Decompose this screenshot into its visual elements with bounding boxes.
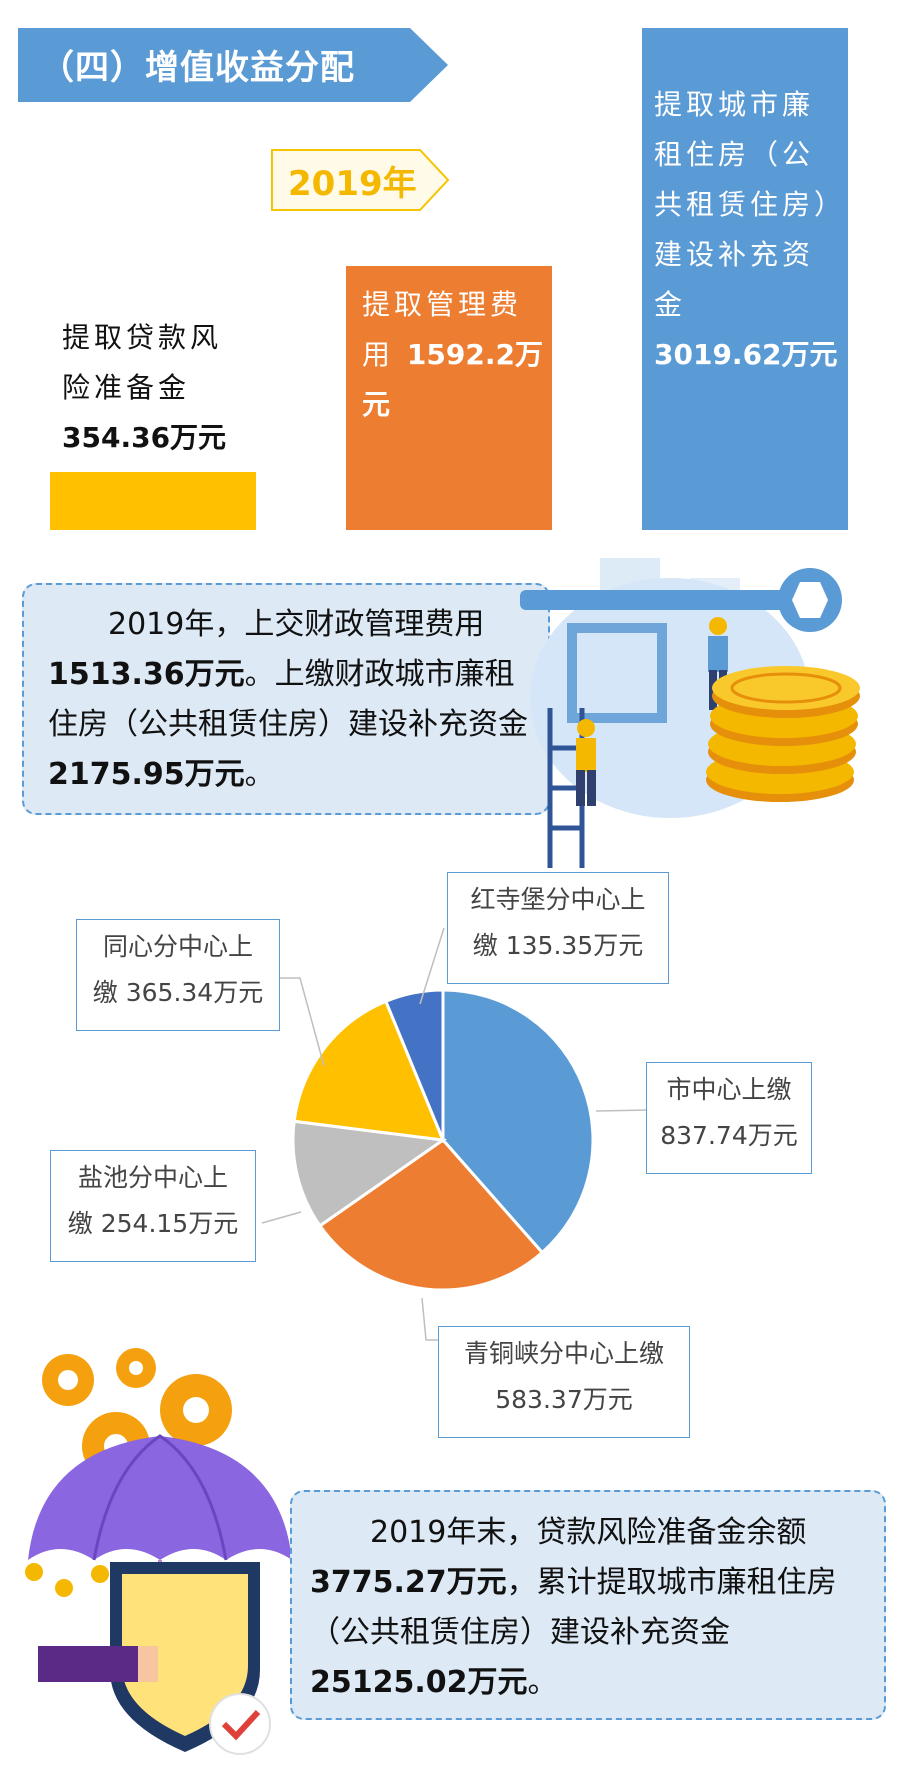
umbrella-shield-illustration — [25, 1348, 292, 1755]
hand-icon — [138, 1646, 158, 1682]
leader-line-yanchi — [261, 1211, 302, 1224]
bar-management-fee — [346, 266, 552, 530]
pie-slice-hongsibao — [383, 988, 445, 1141]
worker-left-icon — [576, 719, 596, 806]
bar-housing-fund — [642, 28, 848, 530]
check-badge-icon — [209, 1693, 271, 1755]
bar-risk-reserve — [50, 472, 256, 530]
sleeve-icon — [38, 1646, 138, 1682]
coin-stack-icon — [706, 666, 860, 802]
wrench-icon — [520, 568, 842, 632]
pie-label-yanchi: 盐池分中心上缴 254.15万元 — [50, 1150, 256, 1262]
callout-year-end-box — [290, 1490, 886, 1720]
leader-line-tongxin — [280, 977, 325, 1067]
section-banner — [18, 28, 448, 102]
pie-label-shizhongxin: 市中心上缴 837.74万元 — [646, 1062, 812, 1174]
pie-label-qingtongxia: 青铜峡分中心上缴 583.37万元 — [438, 1326, 690, 1438]
pie-slice-shizhongxin — [441, 988, 595, 1255]
bar-risk-reserve-label: 提取贷款风险准备金 354.36万元 — [62, 321, 227, 454]
leader-line-hongsibao — [419, 927, 445, 1005]
year-tag-shape — [271, 149, 450, 211]
leader-line-shizhongxin — [595, 1109, 651, 1112]
year-tag: 2019年 — [288, 164, 417, 204]
pie-slice-qingtongxia — [317, 1138, 545, 1292]
leader-line-qingtongxia — [421, 1297, 438, 1341]
pie-slice-tongxin — [292, 999, 446, 1142]
workers-coins-illustration — [520, 558, 860, 868]
pie-label-hongsibao: 红寺堡分中心上缴 135.35万元 — [447, 872, 669, 984]
callout-year-end-text: 2019年末，贷款风险准备金余额3775.27万元，累计提取城市廉租住房（公共租… — [310, 1515, 837, 1700]
section-title: （四）增值收益分配 — [40, 48, 355, 88]
bar-management-fee-label: 提取管理费用 1592.2万元 — [362, 288, 543, 421]
pie-chart — [261, 927, 651, 1341]
callout-finance-text: 2019年，上交财政管理费用1513.36万元。上缴财政城市廉租住房（公共租赁住… — [48, 607, 528, 792]
bar-housing-fund-label: 提取城市廉租住房（公共租赁住房）建设补充资金 3019.62万元 — [654, 88, 838, 371]
pie-label-tongxin: 同心分中心上缴 365.34万元 — [76, 919, 280, 1031]
pie-slice-yanchi — [291, 1119, 448, 1228]
